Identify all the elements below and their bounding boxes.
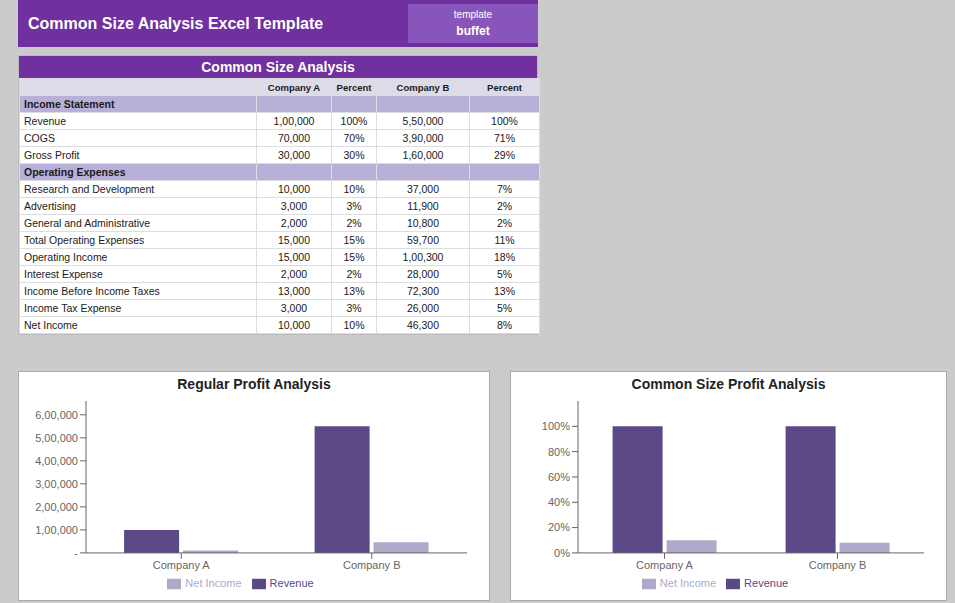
html-text:Research and Development: Research and Development xyxy=(24,183,155,195)
html-text:2%: 2% xyxy=(346,268,362,280)
html-text:Regular Profit Analysis: Regular Profit Analysis xyxy=(177,376,331,392)
html-text:15,000: 15,000 xyxy=(277,251,311,263)
html-text:3,90,000: 3,90,000 xyxy=(402,132,444,144)
svg-text:Company B: Company B xyxy=(809,559,866,571)
html-text:5%: 5% xyxy=(496,268,513,280)
svg-text:6,00,000: 6,00,000 xyxy=(35,409,78,421)
html-text:8%: 8% xyxy=(496,319,513,331)
svg-text:60%: 60% xyxy=(548,471,570,483)
html-text:13%: 13% xyxy=(343,285,365,297)
html-text:26,000: 26,000 xyxy=(406,302,440,314)
html-text:11%: 11% xyxy=(494,234,515,246)
html-text:Net Income: Net Income xyxy=(185,576,242,589)
html-text:10,000: 10,000 xyxy=(277,319,311,331)
html-text:28,000: 28,000 xyxy=(406,268,440,280)
html-text:59,700: 59,700 xyxy=(406,234,440,246)
html-text:Common Size Analysis Excel Tem: Common Size Analysis Excel Template xyxy=(28,15,324,32)
html-text:7%: 7% xyxy=(496,183,513,195)
html-text:Gross Profit: Gross Profit xyxy=(24,149,80,161)
html-text:1,60,000: 1,60,000 xyxy=(402,149,444,161)
html-text:100%: 100% xyxy=(340,115,368,127)
html-text:15%: 15% xyxy=(343,251,365,263)
html-text:1,00,300: 1,00,300 xyxy=(402,251,444,263)
html-text:Revenue: Revenue xyxy=(744,576,789,589)
html-text:Total Operating Expenses: Total Operating Expenses xyxy=(24,234,145,246)
html-text:1,00,000: 1,00,000 xyxy=(273,115,315,127)
html-text:71%: 71% xyxy=(494,132,515,144)
html-text:10%: 10% xyxy=(343,319,365,331)
html-text:3,000: 3,000 xyxy=(280,302,308,314)
html-text:Revenue: Revenue xyxy=(24,115,66,127)
html-text:18%: 18% xyxy=(494,251,515,263)
html-text:Company A: Company A xyxy=(267,81,321,93)
html-text:Company B: Company B xyxy=(396,81,450,93)
html-text:30%: 30% xyxy=(343,149,365,161)
html-text:3%: 3% xyxy=(346,302,362,314)
html-text:Interest Expense: Interest Expense xyxy=(24,268,103,280)
svg-text:5,00,000: 5,00,000 xyxy=(35,432,78,444)
svg-text:Company A: Company A xyxy=(636,559,694,571)
html-text:General and Administrative: General and Administrative xyxy=(24,217,151,229)
html-text:15%: 15% xyxy=(343,234,365,246)
html-text:COGS: COGS xyxy=(24,132,55,144)
svg-text:100%: 100% xyxy=(542,420,570,432)
html-text:Net Income: Net Income xyxy=(24,319,78,331)
html-text:37,000: 37,000 xyxy=(406,183,440,195)
html-text:3%: 3% xyxy=(346,200,362,212)
svg-text:20%: 20% xyxy=(548,521,570,533)
html-text:2,000: 2,000 xyxy=(280,217,308,229)
html-text:Advertising: Advertising xyxy=(24,200,76,212)
html-text:2%: 2% xyxy=(496,200,513,212)
html-text:Revenue: Revenue xyxy=(269,576,314,589)
html-text:Income Statement: Income Statement xyxy=(24,98,115,110)
html-text:Percent: Percent xyxy=(336,81,372,93)
html-text:3,000: 3,000 xyxy=(280,200,308,212)
html-text:2%: 2% xyxy=(346,217,362,229)
html-text:70,000: 70,000 xyxy=(277,132,311,144)
html-text:10%: 10% xyxy=(343,183,365,195)
html-text:Operating Expenses: Operating Expenses xyxy=(24,166,126,178)
html-text:Net Income: Net Income xyxy=(659,576,717,589)
html-text:46,300: 46,300 xyxy=(406,319,440,331)
html-text:29%: 29% xyxy=(494,149,515,161)
svg-text:4,00,000: 4,00,000 xyxy=(35,455,78,467)
svg-text:Company B: Company B xyxy=(343,559,400,571)
svg-text:Company A: Company A xyxy=(153,559,211,571)
html-text:Common Size Profit Analysis: Common Size Profit Analysis xyxy=(631,376,826,392)
svg-text:40%: 40% xyxy=(548,496,570,508)
html-text:Income Tax Expense: Income Tax Expense xyxy=(24,302,122,314)
svg-text:80%: 80% xyxy=(548,446,570,458)
svg-text:2,00,000: 2,00,000 xyxy=(35,501,78,513)
html-text:13,000: 13,000 xyxy=(277,285,311,297)
html-text:72,300: 72,300 xyxy=(406,285,440,297)
html-text:buffet: buffet xyxy=(456,24,490,38)
html-text:5%: 5% xyxy=(496,302,513,314)
html-text:11,900: 11,900 xyxy=(407,200,439,212)
svg-text:1,00,000: 1,00,000 xyxy=(35,524,78,536)
html-text:70%: 70% xyxy=(343,132,365,144)
html-text:2,000: 2,000 xyxy=(280,268,308,280)
html-text:10,800: 10,800 xyxy=(406,217,440,229)
html-text:13%: 13% xyxy=(494,285,515,297)
svg-text:0%: 0% xyxy=(554,547,570,559)
svg-text:3,00,000: 3,00,000 xyxy=(35,478,78,490)
svg-text:-: - xyxy=(74,547,78,559)
html-text:5,50,000: 5,50,000 xyxy=(402,115,444,127)
html-text:Operating Income: Operating Income xyxy=(24,251,108,263)
html-text:10,000: 10,000 xyxy=(277,183,311,195)
html-text:template: template xyxy=(453,9,493,20)
html-text:Income Before Income Taxes: Income Before Income Taxes xyxy=(24,285,160,297)
html-text:100%: 100% xyxy=(491,115,518,127)
html-text:Common Size Analysis: Common Size Analysis xyxy=(201,59,355,75)
html-text:2%: 2% xyxy=(496,217,513,229)
html-text:Percent: Percent xyxy=(487,81,522,93)
html-text:30,000: 30,000 xyxy=(277,149,311,161)
html-text:15,000: 15,000 xyxy=(277,234,311,246)
